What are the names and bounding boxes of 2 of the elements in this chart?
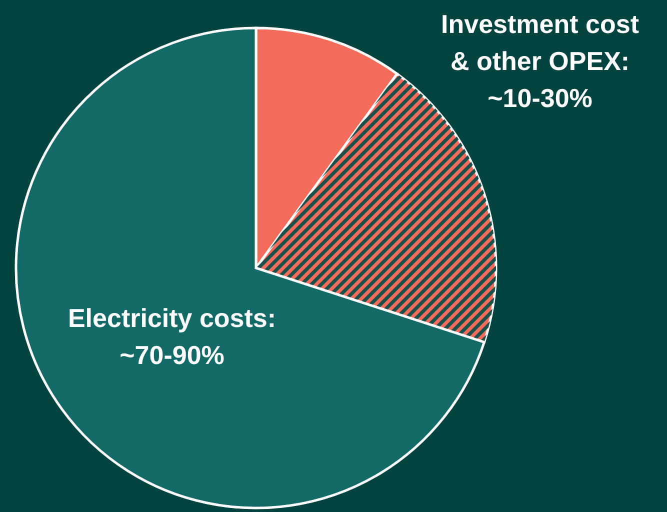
- text: Investment cost & other OPEX: ~10-30%: [441, 9, 640, 113]
- text: Electricity costs: ~70-90%: [68, 303, 276, 370]
